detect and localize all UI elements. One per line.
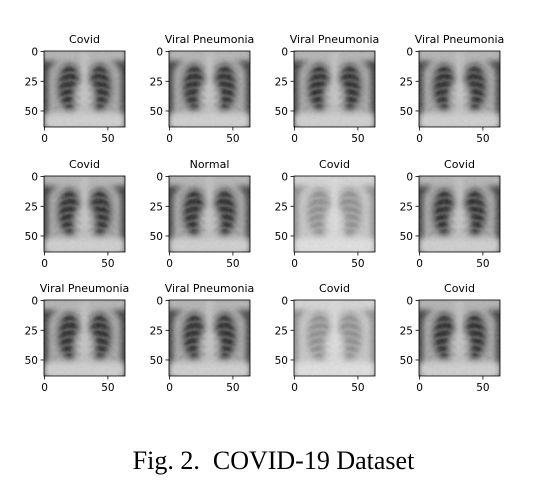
xray-image	[44, 300, 125, 376]
x-tick-label: 50	[476, 133, 489, 145]
xray-image	[294, 176, 375, 252]
x-tick-label: 0	[416, 382, 423, 394]
y-tick-label: 25	[400, 325, 413, 337]
y-tick-label: 50	[275, 355, 288, 367]
y-tick-label: 25	[25, 76, 38, 88]
x-tick-label: 0	[291, 382, 298, 394]
y-tick-label: 50	[25, 355, 38, 367]
x-tick-label: 50	[101, 382, 114, 394]
y-tick-label: 25	[400, 76, 413, 88]
x-tick-label: 0	[41, 258, 48, 270]
y-tick-label: 25	[150, 76, 163, 88]
panel-title: Covid	[444, 158, 475, 171]
y-tick-label: 0	[281, 47, 288, 59]
x-tick-label: 0	[41, 133, 48, 145]
y-tick-label: 50	[275, 231, 288, 243]
y-tick-label: 0	[31, 47, 38, 59]
panel-title: Viral Pneumonia	[165, 282, 255, 295]
xray-image	[44, 176, 125, 252]
y-tick-label: 0	[156, 296, 163, 308]
xray-panel: Covid 0 25 50 0 50	[275, 158, 376, 270]
xray-panel: Covid 0 25 50 0 50	[400, 158, 501, 270]
x-tick-label: 50	[476, 382, 489, 394]
panel-title: Covid	[69, 158, 100, 171]
y-tick-label: 0	[406, 47, 413, 59]
y-tick-label: 50	[150, 106, 163, 118]
x-tick-label: 50	[226, 133, 239, 145]
y-tick-label: 25	[275, 201, 288, 213]
y-tick-label: 0	[406, 296, 413, 308]
xray-image	[419, 176, 500, 252]
y-tick-label: 25	[25, 325, 38, 337]
y-tick-label: 50	[150, 355, 163, 367]
xray-image	[169, 51, 250, 127]
x-tick-label: 50	[476, 258, 489, 270]
y-tick-label: 50	[275, 106, 288, 118]
xray-image	[419, 51, 500, 127]
xray-image	[44, 51, 125, 127]
panel-title: Covid	[319, 158, 350, 171]
xray-image	[169, 300, 250, 376]
y-tick-label: 50	[400, 355, 413, 367]
y-tick-label: 50	[400, 106, 413, 118]
x-tick-label: 50	[351, 258, 364, 270]
y-tick-label: 50	[150, 231, 163, 243]
panel-title: Covid	[319, 282, 350, 295]
y-tick-label: 0	[281, 172, 288, 184]
x-tick-label: 50	[351, 133, 364, 145]
xray-panel: Normal 0 25 50 0 50	[150, 158, 251, 270]
xray-image	[419, 300, 500, 376]
xray-image	[169, 176, 250, 252]
y-tick-label: 50	[400, 231, 413, 243]
y-tick-label: 0	[156, 47, 163, 59]
panel-title: Viral Pneumonia	[290, 33, 380, 46]
y-tick-label: 25	[275, 76, 288, 88]
x-tick-label: 0	[166, 258, 173, 270]
panel-title: Covid	[444, 282, 475, 295]
xray-image	[294, 51, 375, 127]
xray-panel: Covid 0 25 50 0 50	[275, 282, 376, 394]
figure-caption: Fig. 2. COVID-19 Dataset	[132, 446, 415, 475]
y-tick-label: 0	[31, 296, 38, 308]
panel-title: Normal	[190, 158, 230, 171]
x-tick-label: 0	[291, 258, 298, 270]
y-tick-label: 0	[31, 172, 38, 184]
y-tick-label: 0	[406, 172, 413, 184]
y-tick-label: 25	[400, 201, 413, 213]
y-tick-label: 25	[150, 201, 163, 213]
y-tick-label: 0	[281, 296, 288, 308]
x-tick-label: 50	[351, 382, 364, 394]
panel-title: Viral Pneumonia	[165, 33, 255, 46]
x-tick-label: 50	[101, 133, 114, 145]
x-tick-label: 0	[416, 258, 423, 270]
x-tick-label: 50	[101, 258, 114, 270]
xray-panel: Covid 0 25 50 0 50	[25, 158, 126, 270]
x-tick-label: 0	[166, 133, 173, 145]
y-tick-label: 25	[275, 325, 288, 337]
xray-panel: Covid 0 25 50 0 50	[400, 282, 501, 394]
panel-title: Covid	[69, 33, 100, 46]
y-tick-label: 50	[25, 231, 38, 243]
panel-title: Viral Pneumonia	[415, 33, 505, 46]
xray-image	[294, 300, 375, 376]
x-tick-label: 0	[41, 382, 48, 394]
y-tick-label: 25	[25, 201, 38, 213]
y-tick-label: 25	[150, 325, 163, 337]
x-tick-label: 0	[291, 133, 298, 145]
y-tick-label: 50	[25, 106, 38, 118]
x-tick-label: 0	[416, 133, 423, 145]
panel-title: Viral Pneumonia	[40, 282, 130, 295]
xray-panel: Covid 0 25 50 0 50	[25, 33, 126, 145]
x-tick-label: 0	[166, 382, 173, 394]
x-tick-label: 50	[226, 382, 239, 394]
y-tick-label: 0	[156, 172, 163, 184]
x-tick-label: 50	[226, 258, 239, 270]
